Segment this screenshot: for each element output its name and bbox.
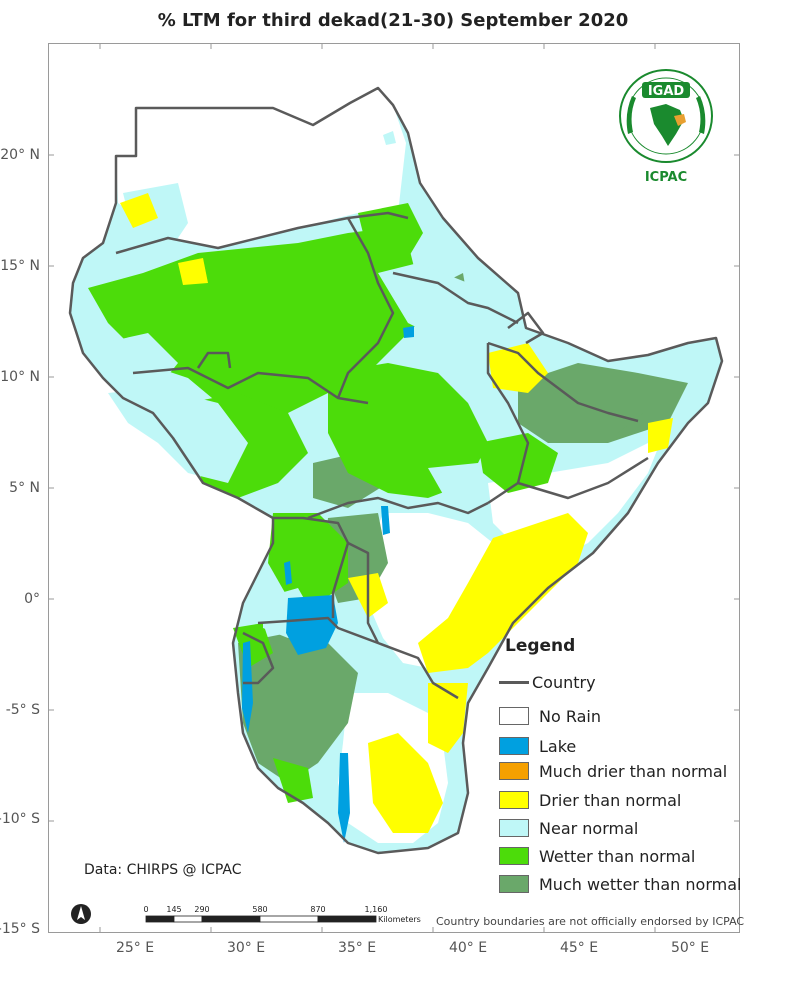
lon-label: 35° E	[337, 940, 377, 956]
legend-item-no-rain: No Rain	[499, 704, 601, 728]
legend-label: Much drier than normal	[539, 761, 728, 781]
region-map	[48, 43, 740, 933]
legend-item-country: Country	[499, 670, 596, 694]
legend-item-lake: Lake	[499, 734, 576, 758]
swatch-no-rain	[499, 707, 529, 725]
lake-malawi	[338, 753, 350, 843]
swatch-drier	[499, 791, 529, 809]
legend-label: No Rain	[539, 706, 601, 726]
swatch-near-normal	[499, 819, 529, 837]
scale-tick: 1,160	[365, 905, 388, 914]
scale-unit: Kilometers	[378, 915, 421, 924]
lake-tana	[403, 326, 414, 338]
lat-label: 15° N	[0, 258, 40, 274]
legend-item-wetter: Wetter than normal	[499, 844, 695, 868]
map-title: % LTM for third dekad(21-30) September 2…	[157, 10, 629, 31]
disclaimer: Country boundaries are not officially en…	[436, 915, 745, 928]
swatch-wetter	[499, 847, 529, 865]
scale-tick: 290	[194, 905, 209, 914]
lat-label: 10° N	[0, 369, 40, 385]
swatch-lake	[499, 737, 529, 755]
lake-victoria	[286, 595, 338, 655]
map-ticks	[48, 43, 740, 933]
lon-label: 30° E	[226, 940, 266, 956]
lat-label: -5° S	[5, 702, 40, 718]
legend-label: Near normal	[539, 818, 639, 838]
legend-label: Much wetter than normal	[539, 874, 742, 894]
igad-logo: IGAD	[619, 69, 713, 163]
scale-bar: 0 145 290 580 870 1,160 Kilometers	[143, 905, 421, 924]
swatch-much-drier	[499, 762, 529, 780]
scale-tick: 145	[166, 905, 181, 914]
scale-tick: 0	[143, 905, 148, 914]
swatch-much-wetter	[499, 875, 529, 893]
lat-label: -10° S	[0, 811, 40, 827]
lake-albert	[284, 561, 292, 585]
legend-label: Country	[532, 672, 596, 692]
lake-turkana	[381, 506, 390, 535]
lon-label: 50° E	[670, 940, 710, 956]
data-source: Data: CHIRPS @ ICPAC	[84, 862, 242, 878]
north-arrow-icon	[71, 904, 91, 924]
lakes	[242, 326, 414, 843]
legend-title: Legend	[505, 636, 576, 656]
no-rain-horn	[488, 423, 668, 558]
legend-label: Wetter than normal	[539, 846, 696, 866]
legend-item-much-drier: Much drier than normal	[499, 759, 727, 783]
legend-item-much-wetter: Much wetter than normal	[499, 872, 741, 896]
legend-item-drier: Drier than normal	[499, 788, 681, 812]
legend-label: Lake	[539, 736, 577, 756]
scale-tick: 580	[252, 905, 267, 914]
lon-label: 40° E	[448, 940, 488, 956]
lon-label: 25° E	[115, 940, 155, 956]
lat-label: 0°	[24, 591, 40, 607]
lat-label: 5° N	[9, 480, 40, 496]
scale-tick: 870	[310, 905, 325, 914]
icpac-label: ICPAC	[644, 170, 688, 185]
svg-text:IGAD: IGAD	[648, 84, 685, 99]
drier-areas	[120, 193, 673, 833]
legend-item-near-normal: Near normal	[499, 816, 638, 840]
lon-label: 45° E	[559, 940, 599, 956]
lake-tanganyika	[242, 641, 253, 733]
country-borders	[68, 86, 724, 855]
country-line-swatch	[499, 680, 529, 684]
no-rain-north	[116, 88, 406, 248]
legend-label: Drier than normal	[539, 790, 682, 810]
lat-label: -15° S	[0, 921, 40, 937]
lat-label: 20° N	[0, 147, 40, 163]
